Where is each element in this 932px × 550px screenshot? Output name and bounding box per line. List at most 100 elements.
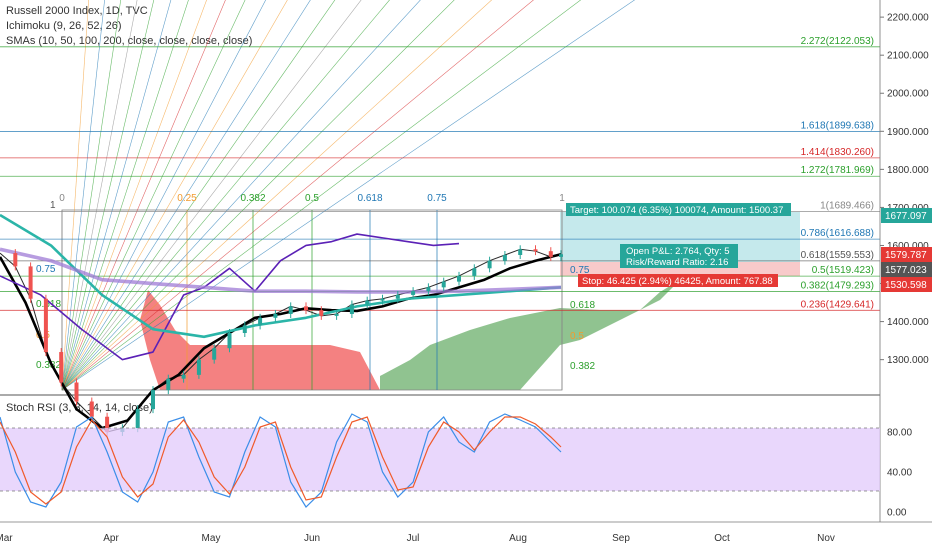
fan-line xyxy=(61,0,390,391)
candle-body xyxy=(457,275,461,282)
fib-level-label: 0.236(1429.641) xyxy=(801,299,874,310)
stoch-axis[interactable]: 0.00 40.00 80.00 xyxy=(887,428,912,519)
chart-title: Russell 2000 Index, 1D, TVC xyxy=(6,5,148,17)
fan-line xyxy=(61,0,172,391)
fan-line xyxy=(61,0,267,391)
time-tick-label: Apr xyxy=(103,533,119,544)
time-axis[interactable]: Mar Apr May Jun Jul Aug Sep Oct Nov xyxy=(0,533,835,544)
fan-line xyxy=(61,0,89,391)
fan-line xyxy=(61,0,288,391)
time-tick-label: Mar xyxy=(0,533,13,544)
stoch-tick-label: 0.00 xyxy=(887,508,907,519)
price-badge-label: 1579.787 xyxy=(885,250,927,261)
candle-body xyxy=(212,348,217,360)
target-label: Target: 100.074 (6.35%) 100074, Amount: … xyxy=(570,205,783,216)
candle-body xyxy=(181,374,186,379)
candle-body xyxy=(74,382,79,402)
candle-body xyxy=(13,253,18,267)
candle-body xyxy=(135,409,140,429)
candle-body xyxy=(411,291,416,295)
price-tick-label: 2000.000 xyxy=(887,89,929,100)
stoch-d-line xyxy=(0,416,562,505)
time-tick-label: Oct xyxy=(714,533,730,544)
box-fib-label-right: 0.75 xyxy=(570,265,590,276)
candle-body xyxy=(242,325,247,334)
box-fib-label: 0.382 xyxy=(36,360,61,371)
time-tick-label: Aug xyxy=(509,533,527,544)
series-price xyxy=(0,248,562,433)
price-tick-label: 1900.000 xyxy=(887,127,929,138)
stoch-series xyxy=(0,413,562,508)
stop-label-bg xyxy=(578,274,778,287)
time-tick-label: May xyxy=(202,533,221,544)
fib-level-label: 0.5(1519.423) xyxy=(812,265,874,276)
fib-level-label: 0.382(1479.293) xyxy=(801,280,874,291)
price-badge-label: 1577.023 xyxy=(885,265,927,276)
fan-line xyxy=(61,0,421,391)
fan-line xyxy=(61,0,336,391)
openpl-label-bg xyxy=(620,244,738,268)
fan-line xyxy=(61,0,122,391)
fan-label: 0.25 xyxy=(177,193,197,204)
box-fib-label: 1 xyxy=(50,200,56,211)
price-axis[interactable]: 1300.0001400.0001500.0001600.0001700.000… xyxy=(880,13,929,367)
fan-line xyxy=(61,0,189,391)
fib-fan-lines xyxy=(61,0,636,391)
price-tick-label: 1400.000 xyxy=(887,317,929,328)
candle-body xyxy=(395,294,400,299)
candle-body xyxy=(365,300,370,305)
fan-line xyxy=(61,0,155,391)
ichimoku-legend[interactable]: Ichimoku (9, 26, 52, 26) xyxy=(6,20,122,32)
candle-body xyxy=(334,313,339,316)
fan-line xyxy=(61,0,534,391)
price-tick-label: 1800.000 xyxy=(887,165,929,176)
fib-level-label: 1.618(1899.638) xyxy=(801,120,874,131)
kumo-bull-cloud xyxy=(380,280,680,390)
candle-body xyxy=(487,260,492,269)
stoch-tick-label: 40.00 xyxy=(887,468,912,479)
candle-body xyxy=(472,268,477,276)
price-badges: 1677.097 1579.787 1577.023 1530.598 xyxy=(881,208,932,292)
box-fib-label-right: 0.618 xyxy=(570,300,595,311)
candle-body xyxy=(105,416,110,432)
rr-label: Risk/Reward Ratio: 2.16 xyxy=(626,257,728,268)
box-fib-label: 0.5 xyxy=(36,330,50,341)
candle-body xyxy=(548,251,553,257)
candle-body xyxy=(426,287,431,292)
candle-body xyxy=(227,333,232,349)
candle-body xyxy=(43,298,48,353)
price-tick-label: 1300.000 xyxy=(887,355,929,366)
fib-level-label: 1(1689.466) xyxy=(820,200,874,211)
fan-label: 0 xyxy=(59,193,65,204)
fib-fan-labels: 0 0.25 0.382 0.5 0.618 0.75 1 xyxy=(59,193,565,204)
series-sma-100 xyxy=(0,213,562,339)
price-badge xyxy=(881,262,932,277)
stoch-legend[interactable]: Stoch RSI (3, 3, 14, 14, close) xyxy=(6,402,153,414)
fan-line xyxy=(61,0,207,391)
candle-body xyxy=(59,352,64,383)
fan-line xyxy=(61,0,493,391)
candle-body xyxy=(166,378,171,391)
fan-line xyxy=(61,0,246,391)
price-badge xyxy=(881,208,932,223)
fib-level-label: 1.414(1830.260) xyxy=(801,147,874,158)
price-tick-label: 2200.000 xyxy=(887,13,929,24)
fan-label: 0.5 xyxy=(305,193,319,204)
price-tick-label: 2100.000 xyxy=(887,51,929,62)
candle-body xyxy=(196,359,201,375)
fan-line xyxy=(61,0,362,391)
fan-line xyxy=(61,0,311,391)
fib-level-label: 1.272(1781.969) xyxy=(801,165,874,176)
fan-line xyxy=(61,0,582,391)
fan-line xyxy=(61,0,105,391)
box-fib-label-right: 0.5 xyxy=(570,331,584,342)
fan-label: 0.75 xyxy=(427,193,447,204)
candle-body xyxy=(258,317,263,326)
candle-body xyxy=(518,249,523,255)
fib-level-label: 0.618(1559.553) xyxy=(801,250,874,261)
fib-level-label: 0.786(1616.688) xyxy=(801,228,874,239)
candle-body xyxy=(502,254,507,261)
fib-level-label: 2.272(2122.053) xyxy=(801,36,874,47)
fan-label: 0.382 xyxy=(240,193,265,204)
